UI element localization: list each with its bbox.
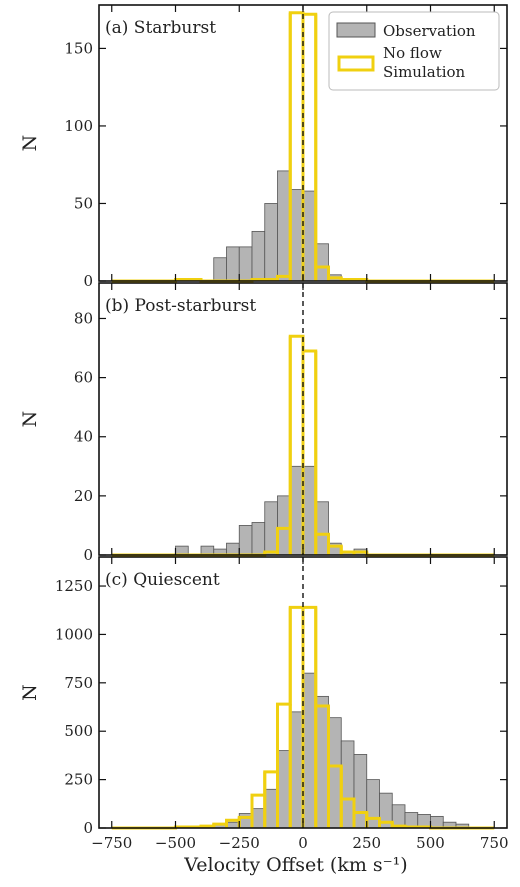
observation-bar (226, 542, 240, 556)
observation-bar (289, 465, 304, 556)
y-tick-label: 750 (64, 674, 93, 692)
observation-bar (315, 243, 329, 282)
observation-bar (251, 230, 266, 282)
y-tick-label: 40 (74, 428, 93, 446)
y-tick-label: 60 (74, 369, 93, 387)
y-tick-label: 500 (64, 722, 93, 740)
y-tick-label: 1250 (55, 577, 93, 595)
observation-bar (430, 815, 444, 829)
observation-bar (277, 170, 291, 282)
panel-0: 0 50 100 150 N (a) Starburst Observation No flo… (19, 4, 508, 290)
panel-label: (a) Starburst (105, 18, 216, 38)
observation-bar (391, 804, 406, 829)
x-tick-label: 750 (480, 834, 509, 852)
observation-bar (277, 495, 291, 556)
observation-bar (251, 522, 266, 556)
observation-bar (302, 190, 317, 282)
x-tick-label: 250 (352, 834, 381, 852)
y-tick-label: 1000 (55, 625, 93, 643)
y-tick-label: 0 (83, 546, 93, 564)
observation-bar (289, 711, 304, 829)
legend-simulation-label: Simulation (383, 63, 466, 81)
observation-bar (315, 695, 329, 829)
x-tick-label: −750 (91, 834, 132, 852)
y-tick-label: 0 (83, 272, 93, 290)
observation-bar (340, 740, 355, 829)
y-tick-label: 20 (74, 487, 93, 505)
y-axis-label: N (19, 684, 41, 701)
y-tick-label: 50 (74, 194, 93, 212)
legend-simulation-label: No flow (383, 44, 442, 62)
observation-bar (366, 779, 380, 829)
panel-1: 0 20 40 60 80 N (b) Post-starburst (19, 282, 508, 564)
y-axis-label: N (19, 411, 41, 428)
observation-bar (226, 821, 240, 829)
y-tick-label: 250 (64, 771, 93, 789)
observation-bar (213, 257, 227, 282)
observation-bar (238, 813, 253, 829)
observation-bar (353, 754, 368, 829)
observation-bar (238, 246, 253, 282)
y-tick-label: 80 (74, 309, 93, 327)
simulation-bar (301, 14, 318, 281)
legend-observation-label: Observation (383, 22, 476, 40)
observation-bar (328, 717, 342, 829)
observation-bar (264, 788, 278, 829)
observation-bar (238, 525, 253, 556)
observation-bar (277, 750, 291, 829)
x-axis-label: Velocity Offset (km s⁻¹) (183, 854, 407, 876)
panel-label: (b) Post-starburst (105, 296, 256, 316)
x-tick-label: −250 (219, 834, 260, 852)
panel-2: −750 −500 −250 0 250 500 750 0 250 500 750 1000 1250… (19, 556, 509, 852)
observation-bar (251, 808, 266, 829)
legend-observation-swatch (336, 22, 376, 38)
y-tick-label: 150 (64, 39, 93, 57)
x-tick-label: 500 (416, 834, 445, 852)
observation-bar (315, 501, 329, 556)
panel-label: (c) Quiescent (105, 570, 220, 590)
observation-bar (226, 246, 240, 282)
y-axis-label: N (19, 135, 41, 152)
observation-bar (289, 189, 304, 282)
legend-simulation-swatch (337, 55, 375, 72)
observation-bar (264, 501, 278, 556)
x-tick-label: 0 (298, 834, 308, 852)
y-tick-label: 100 (64, 117, 93, 135)
observation-bar (302, 672, 317, 829)
observation-bar (264, 203, 278, 282)
observation-bar (302, 465, 317, 556)
x-tick-label: −500 (155, 834, 196, 852)
y-tick-label: 0 (83, 819, 93, 837)
